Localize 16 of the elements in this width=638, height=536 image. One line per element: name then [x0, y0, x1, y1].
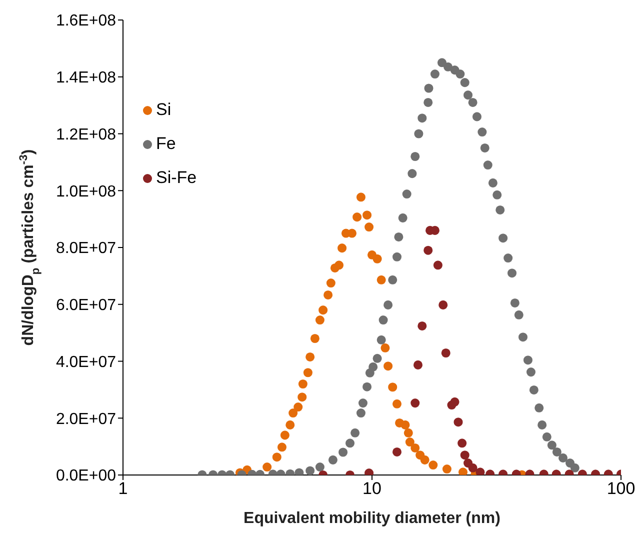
y-tick-label: 8.0E+07: [56, 240, 116, 258]
y-tick-label: 0.0E+00: [56, 468, 116, 485]
y-tick-label: 1.2E+08: [56, 126, 116, 144]
y-tick-label: 1.4E+08: [56, 70, 116, 87]
y-tick-label: 6.0E+07: [56, 297, 116, 314]
legend-label: Si: [156, 100, 172, 119]
y-tick-label: 4.0E+07: [56, 354, 116, 371]
legend-label: Fe: [156, 134, 176, 153]
x-axis-title: Equivalent mobility diameter (nm): [244, 510, 500, 527]
x-tick-label: 100: [606, 479, 636, 498]
y-tick-label: 2.0E+07: [56, 410, 116, 428]
x-tick-label: 1: [118, 479, 128, 498]
legend-label: Si-Fe: [156, 168, 197, 187]
y-tick-label: 1.0E+08: [56, 183, 116, 200]
y-tick-label: 1.6E+08: [56, 12, 116, 30]
x-tick-label: 10: [362, 479, 382, 498]
